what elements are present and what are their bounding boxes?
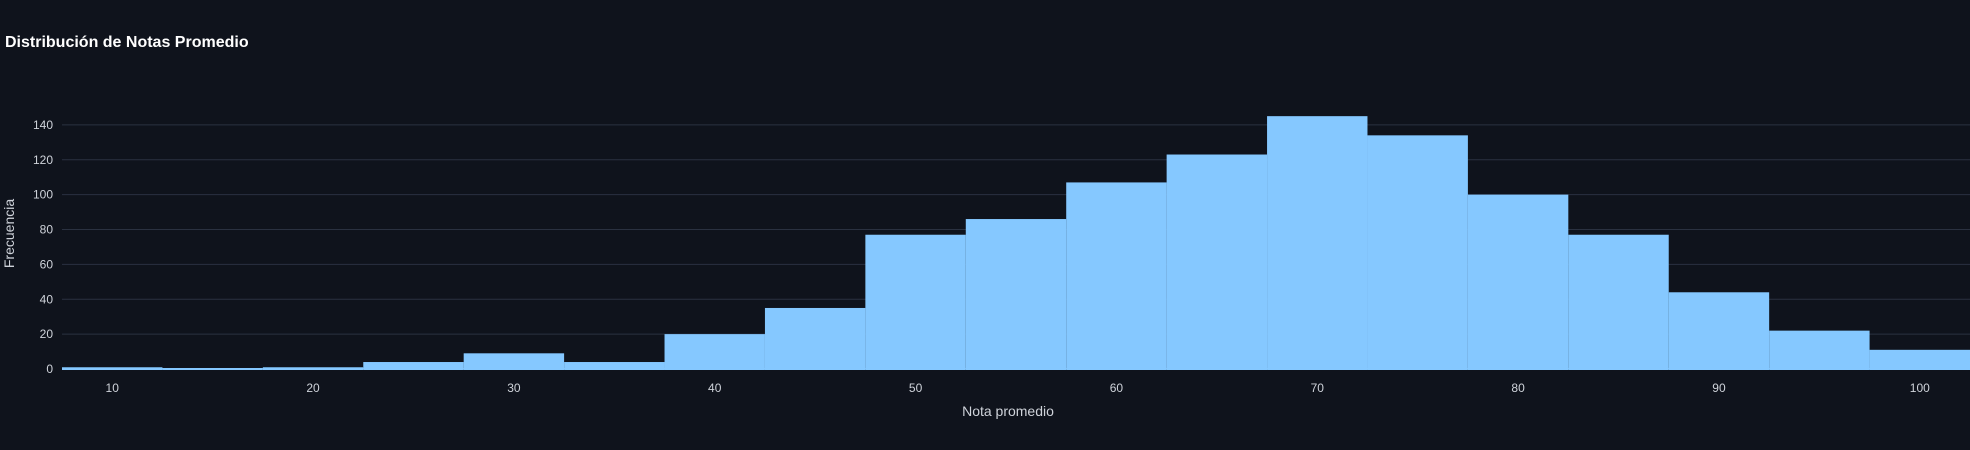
x-tick-label: 10 bbox=[106, 381, 120, 395]
x-tick-label: 90 bbox=[1712, 381, 1726, 395]
x-tick-label: 30 bbox=[507, 381, 521, 395]
histogram-bar bbox=[1869, 349, 1970, 369]
histogram-bar bbox=[865, 234, 966, 369]
y-tick-label: 120 bbox=[33, 153, 53, 167]
histogram-bar bbox=[664, 334, 765, 369]
histogram-bar bbox=[1166, 154, 1268, 369]
histogram-bar bbox=[1668, 292, 1770, 369]
histogram-bar bbox=[1267, 116, 1368, 369]
histogram-bar bbox=[1066, 182, 1167, 369]
y-tick-label: 100 bbox=[33, 188, 53, 202]
y-tick-label: 60 bbox=[40, 257, 54, 271]
histogram-bar bbox=[463, 353, 565, 369]
x-tick-label: 40 bbox=[708, 381, 722, 395]
x-tick-label: 70 bbox=[1311, 381, 1325, 395]
histogram-bar bbox=[363, 362, 464, 369]
y-tick-label: 40 bbox=[40, 292, 54, 306]
y-axis-label: Frecuencia bbox=[1, 199, 17, 268]
y-tick-label: 80 bbox=[40, 223, 54, 237]
x-tick-label: 60 bbox=[1110, 381, 1124, 395]
y-tick-label: 0 bbox=[46, 362, 53, 376]
histogram-bar bbox=[965, 219, 1067, 369]
x-tick-label: 100 bbox=[1910, 381, 1930, 395]
histogram-bars bbox=[62, 116, 1970, 370]
histogram-bar bbox=[764, 307, 866, 369]
x-tick-label: 20 bbox=[306, 381, 320, 395]
histogram-bar bbox=[564, 362, 665, 369]
chart-title: Distribución de Notas Promedio bbox=[5, 34, 249, 51]
histogram-bar bbox=[1367, 135, 1468, 369]
histogram-bar bbox=[1467, 194, 1569, 369]
y-tick-label: 20 bbox=[40, 327, 54, 341]
x-tick-label: 80 bbox=[1511, 381, 1525, 395]
x-axis-ticks: 10 20 30 40 50 60 70 80 90 100 bbox=[106, 381, 1931, 395]
histogram-bar bbox=[1769, 330, 1870, 369]
y-tick-label: 140 bbox=[33, 118, 53, 132]
x-axis-label: Nota promedio bbox=[962, 403, 1054, 419]
y-axis-ticks: 0 20 40 60 80 100 120 140 bbox=[33, 118, 53, 376]
x-tick-label: 50 bbox=[909, 381, 923, 395]
histogram-bar bbox=[1568, 234, 1669, 369]
